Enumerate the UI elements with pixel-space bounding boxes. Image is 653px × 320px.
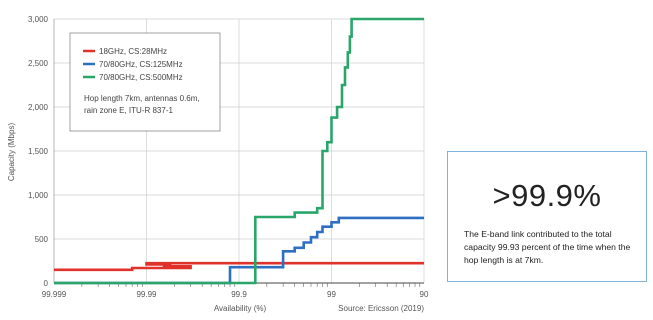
y-axis-label: Capacity (Mbps) (7, 123, 16, 182)
series-lines (54, 17, 424, 285)
x-tick-labels: 99.999 99.99 99.9 99 90 (42, 290, 429, 299)
x-tick-label: 90 (420, 290, 429, 299)
series-line-1 (54, 216, 424, 285)
legend-label-1: 70/80GHz, CS:125MHz (99, 60, 183, 69)
x-axis-label: Availability (%) (214, 304, 267, 313)
x-tick-label: 99.9 (231, 290, 247, 299)
y-tick-labels: 0 500 1,000 1,500 2,000 2,500 3,000 (28, 15, 49, 288)
callout-headline: >99.9% (492, 178, 602, 213)
series-line-0 (54, 261, 424, 272)
legend-note: Hop length 7km, antennas 0.6m, rain zone … (84, 94, 200, 115)
x-tick-label: 99 (327, 290, 336, 299)
x-tick-label: 99.99 (136, 290, 157, 299)
y-tick-label: 500 (35, 235, 49, 244)
y-tick-label: 1,000 (28, 191, 49, 200)
source-note: Source: Ericsson (2019) (338, 304, 424, 313)
legend: 18GHz, CS:28MHz 70/80GHz, CS:125MHz 70/8… (69, 32, 221, 132)
legend-label-2: 70/80GHz, CS:500MHz (99, 73, 183, 82)
y-tick-label: 1,500 (28, 147, 49, 156)
legend-label-0: 18GHz, CS:28MHz (99, 47, 167, 56)
callout-text: The E-band link contributed to the total… (464, 229, 631, 265)
y-tick-label: 2,500 (28, 59, 49, 68)
legend-box (69, 32, 221, 132)
series-line-2 (54, 17, 424, 285)
callout-box: >99.9% The E-band link contributed to th… (447, 151, 647, 282)
x-tick-label: 99.999 (42, 290, 67, 299)
y-tick-label: 0 (44, 279, 49, 288)
y-tick-label: 2,000 (28, 103, 49, 112)
y-tick-label: 3,000 (28, 15, 49, 24)
minor-ticks (81, 283, 421, 287)
